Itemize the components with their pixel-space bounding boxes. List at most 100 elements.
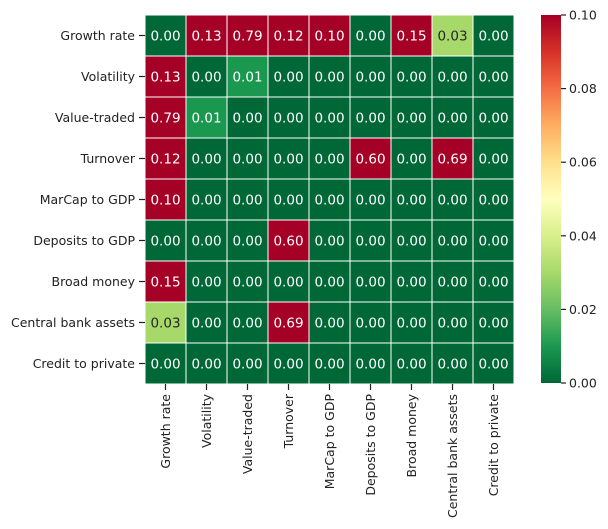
cell-value-label: 0.00 (273, 193, 303, 209)
cell-value-label: 0.00 (396, 111, 426, 127)
column-label: Growth rate (158, 394, 173, 469)
cell-value-label: 0.69 (437, 152, 467, 168)
row-label: Credit to private (33, 356, 136, 371)
heatmap-cell (349, 342, 392, 385)
cell-value-label: 0.00 (150, 234, 180, 250)
cell-value-label: 0.00 (232, 193, 262, 209)
cell-value-label: 0.00 (478, 234, 508, 250)
heatmap-cell (144, 301, 187, 344)
heatmap-cell (226, 219, 269, 262)
heatmap-cell (226, 55, 269, 98)
column-label: Central bank assets (445, 394, 460, 518)
heatmap-cells: 0.00 0.13 0.79 0.12 0.10 0.00 0.15 0.03 0.00 0.13… (144, 14, 515, 385)
heatmap-cell (472, 219, 515, 262)
cell-value-label: 0.00 (478, 275, 508, 291)
cell-value-label: 0.00 (355, 357, 385, 373)
heatmap-cell (267, 96, 310, 139)
cell-value-label: 0.01 (191, 111, 221, 127)
heatmap-cell (431, 14, 474, 57)
column-labels: Growth rate Volatility Value-traded Turnove… (158, 384, 501, 518)
heatmap-cell (472, 96, 515, 139)
heatmap-cell (144, 55, 187, 98)
heatmap-cell (185, 342, 228, 385)
cell-value-label: 0.00 (232, 357, 262, 373)
heatmap-cell (472, 342, 515, 385)
cell-value-label: 0.12 (273, 29, 303, 45)
heatmap-cell (390, 342, 433, 385)
cell-value-label: 0.00 (191, 316, 221, 332)
cell-value-label: 0.00 (396, 275, 426, 291)
cell-value-label: 0.00 (396, 234, 426, 250)
cell-value-label: 0.00 (191, 193, 221, 209)
heatmap-cell (185, 219, 228, 262)
cell-value-label: 0.12 (150, 152, 180, 168)
cell-value-label: 0.00 (191, 152, 221, 168)
cell-value-label: 0.00 (232, 111, 262, 127)
column-label: Turnover (281, 393, 296, 449)
heatmap-cell (349, 219, 392, 262)
heatmap-cell (390, 178, 433, 221)
cell-value-label: 0.00 (314, 357, 344, 373)
cell-value-label: 0.00 (355, 234, 385, 250)
heatmap-cell (185, 137, 228, 180)
cell-value-label: 0.00 (396, 193, 426, 209)
column-label: MarCap to GDP (322, 394, 337, 490)
heatmap-cell (349, 301, 392, 344)
heatmap-cell (390, 260, 433, 303)
cell-value-label: 0.00 (232, 152, 262, 168)
heatmap-cell (308, 55, 351, 98)
row-label: Central bank assets (11, 315, 135, 330)
cell-value-label: 0.60 (273, 234, 303, 250)
column-label: Broad money (404, 393, 419, 477)
cell-value-label: 0.00 (232, 275, 262, 291)
cell-value-label: 0.00 (314, 193, 344, 209)
cell-value-label: 0.00 (437, 316, 467, 332)
colorbar-tick-label: 0.06 (569, 155, 597, 170)
row-label: Volatility (81, 69, 136, 84)
cell-value-label: 0.00 (478, 29, 508, 45)
colorbar-tick-label: 0.10 (569, 8, 597, 23)
cell-value-label: 0.00 (355, 193, 385, 209)
heatmap-cell (226, 96, 269, 139)
cell-value-label: 0.13 (150, 70, 180, 86)
cell-value-label: 0.60 (355, 152, 385, 168)
cell-value-label: 0.10 (314, 29, 344, 45)
heatmap-cell (144, 260, 187, 303)
cell-value-label: 0.00 (437, 70, 467, 86)
heatmap-cell (308, 342, 351, 385)
heatmap-cell (472, 55, 515, 98)
row-label: Value-traded (55, 110, 135, 125)
cell-value-label: 0.00 (273, 111, 303, 127)
cell-value-label: 0.00 (478, 193, 508, 209)
row-labels: Growth rate Volatility Value-traded Turnove… (11, 28, 145, 371)
cell-value-label: 0.13 (191, 29, 221, 45)
cell-value-label: 0.15 (396, 29, 426, 45)
column-label: Deposits to GDP (363, 394, 378, 496)
heatmap-cell (267, 178, 310, 221)
heatmap-cell (431, 219, 474, 262)
heatmap-cell (349, 14, 392, 57)
heatmap-cell (308, 219, 351, 262)
cell-value-label: 0.00 (396, 152, 426, 168)
cell-value-label: 0.00 (150, 29, 180, 45)
cell-value-label: 0.00 (396, 316, 426, 332)
cell-value-label: 0.00 (314, 275, 344, 291)
heatmap-cell (144, 219, 187, 262)
column-label: Credit to private (486, 394, 501, 497)
cell-value-label: 0.00 (478, 70, 508, 86)
column-label: Value-traded (240, 394, 255, 474)
colorbar-tick-label: 0.02 (569, 302, 597, 317)
heatmap-cell (144, 342, 187, 385)
heatmap-cell (144, 178, 187, 221)
colorbar: 0.00 0.02 0.04 0.06 0.08 0.10 (541, 8, 597, 391)
heatmap-cell (308, 301, 351, 344)
cell-value-label: 0.15 (150, 275, 180, 291)
cell-value-label: 0.79 (232, 29, 262, 45)
heatmap-cell (185, 14, 228, 57)
cell-value-label: 0.00 (478, 152, 508, 168)
cell-value-label: 0.00 (355, 111, 385, 127)
cell-value-label: 0.00 (273, 70, 303, 86)
cell-value-label: 0.00 (478, 357, 508, 373)
heatmap-cell (308, 260, 351, 303)
